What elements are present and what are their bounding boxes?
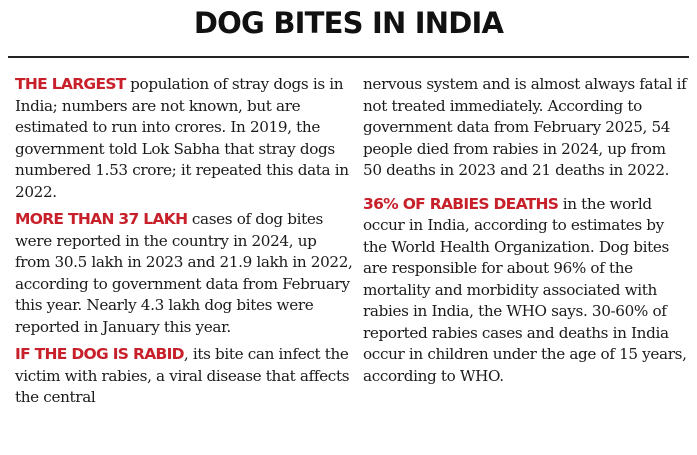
paragraph-lead: MORE THAN 37 LAKH	[15, 210, 188, 228]
headline: DOG BITES IN INDIA	[193, 6, 504, 40]
paragraph-rabid-dog: IF THE DOG IS RABID, its bite can infect…	[15, 344, 355, 409]
paragraph-lead: 36% OF RABIES DEATHS	[363, 194, 559, 213]
paragraph-stray-population: THE LARGEST population of stray dogs is …	[15, 74, 355, 203]
paragraph-body: nervous system and is almost always fata…	[363, 75, 687, 179]
paragraph-body: in the world occur in India, according t…	[363, 194, 687, 385]
paragraph-rabies-deaths: 36% OF RABIES DEATHS in the world occur …	[363, 194, 688, 388]
right-column: nervous system and is almost always fata…	[363, 74, 688, 393]
paragraph-lead: IF THE DOG IS RABID	[15, 345, 185, 363]
headline-divider	[8, 56, 689, 58]
paragraph-lead: THE LARGEST	[15, 75, 126, 93]
paragraph-body: cases of dog bites were reported in the …	[15, 210, 353, 336]
paragraph-dog-bite-cases: MORE THAN 37 LAKH cases of dog bites wer…	[15, 209, 355, 338]
paragraph-body: , its bite can infect the victim with ra…	[15, 345, 350, 406]
paragraph-body: population of stray dogs is in India; nu…	[15, 75, 349, 201]
left-column: THE LARGEST population of stray dogs is …	[15, 74, 355, 415]
paragraph-rabid-dog-continued: nervous system and is almost always fata…	[363, 74, 688, 182]
